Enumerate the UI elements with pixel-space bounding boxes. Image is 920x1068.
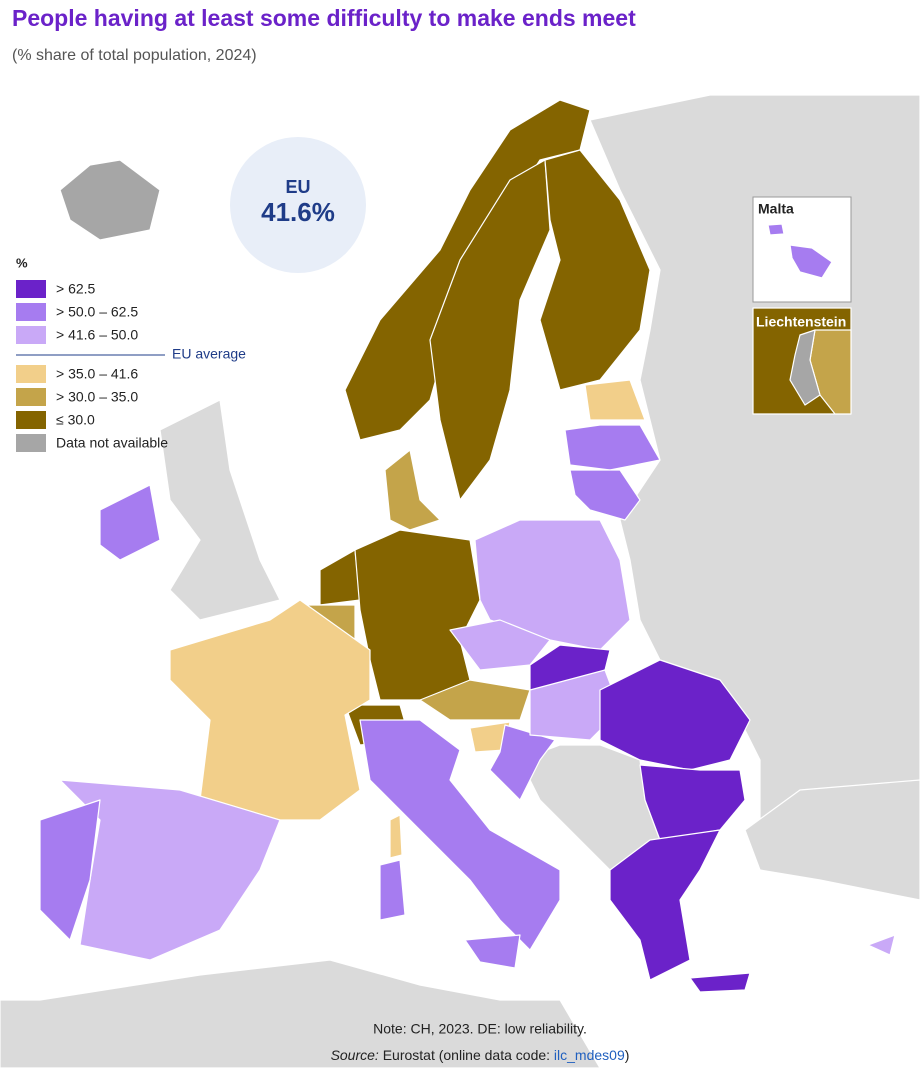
north-africa: [0, 959, 601, 1068]
subtitle: (% share of total population, 2024): [12, 47, 257, 64]
croatia: [489, 724, 556, 801]
romania: [599, 659, 751, 771]
gozo: [767, 223, 785, 236]
inset-liechtenstein: Liechtenstein: [752, 307, 852, 415]
legend-label: > 62.5: [56, 281, 96, 297]
malta: [789, 244, 833, 279]
legend-swatch: [16, 280, 46, 298]
legend-label: Data not available: [56, 435, 168, 451]
latvia: [564, 424, 661, 471]
italy: [359, 719, 561, 951]
legend-swatch: [16, 388, 46, 406]
liechtenstein: [789, 329, 821, 406]
source: Source: Eurostat (online data code: ilc_…: [331, 1047, 630, 1063]
sweden: [429, 159, 551, 501]
germany: [354, 529, 481, 701]
inset-malta: Malta: [752, 196, 852, 303]
poland: [474, 519, 631, 651]
source-label: Source:: [331, 1047, 379, 1063]
legend-swatch: [16, 326, 46, 344]
legend-swatch: [16, 303, 46, 321]
note: Note: CH, 2023. DE: low reliability.: [373, 1021, 587, 1037]
title: People having at least some difficulty t…: [12, 5, 636, 31]
norway: [344, 99, 591, 441]
czechia: [449, 619, 551, 671]
netherlands: [319, 549, 361, 606]
map: [0, 94, 920, 1068]
denmark: [384, 449, 441, 531]
legend-label: ≤ 30.0: [56, 412, 95, 428]
greece: [609, 829, 721, 981]
eu-badge-label: EU: [285, 177, 310, 197]
finland: [539, 149, 651, 391]
source-close: ): [625, 1047, 630, 1063]
legend-label: > 41.6 – 50.0: [56, 327, 138, 343]
cyprus: [867, 934, 896, 956]
estonia: [584, 379, 646, 421]
inset-label: Malta: [758, 201, 794, 217]
iceland: [59, 159, 161, 241]
eu-average-label: EU average: [172, 346, 246, 362]
legend-label: > 50.0 – 62.5: [56, 304, 138, 320]
inset-label: Liechtenstein: [756, 314, 846, 330]
portugal: [39, 799, 101, 941]
eu-badge-value: 41.6%: [261, 197, 335, 227]
source-text: Eurostat (online data code:: [379, 1047, 554, 1063]
legend-unit: %: [16, 255, 28, 270]
spain: [59, 779, 281, 961]
legend-label: > 30.0 – 35.0: [56, 389, 138, 405]
turkey: [744, 779, 920, 901]
ireland: [99, 484, 161, 561]
france: [169, 599, 371, 821]
legend-swatch: [16, 434, 46, 452]
corsica: [389, 814, 403, 859]
eu-badge: [230, 137, 366, 273]
legend-swatch: [16, 411, 46, 429]
bulgaria: [639, 764, 746, 841]
legend-swatch: [16, 365, 46, 383]
sardinia: [379, 859, 406, 921]
crete: [689, 972, 751, 993]
austria: [419, 679, 531, 721]
source-code[interactable]: ilc_mdes09: [554, 1047, 625, 1063]
sicily: [464, 934, 521, 969]
legend: % EU average > 62.5 > 50.0 – 62.5 > 41.6 –…: [16, 255, 246, 452]
uk: [159, 399, 281, 621]
lithuania: [569, 469, 641, 521]
legend-label: > 35.0 – 41.6: [56, 366, 138, 382]
